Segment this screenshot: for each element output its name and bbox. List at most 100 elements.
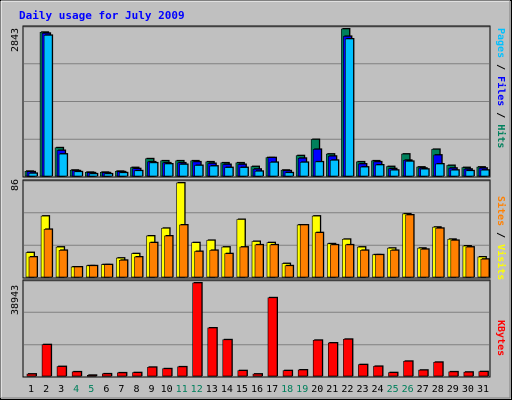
x-axis-label: 26: [402, 384, 414, 395]
sites-bar: [89, 266, 97, 277]
sites-bar: [135, 257, 143, 277]
pages-bar: [255, 171, 263, 176]
x-axis-label: 4: [73, 384, 79, 395]
middle-y-max-label: 86: [10, 179, 21, 191]
pages-bar: [360, 167, 368, 176]
pages-bar: [165, 164, 173, 176]
legend-text: Visits: [495, 244, 507, 280]
legend-text: KBytes: [495, 320, 506, 356]
sites-bar: [180, 225, 188, 277]
middle-panel-legend: Sites / Visits: [495, 196, 507, 280]
sites-bar: [74, 267, 82, 277]
sites-bar: [451, 240, 459, 277]
bottom-y-max-label: 38943: [10, 285, 21, 315]
sites-bar: [270, 245, 278, 277]
kbytes-bar: [313, 340, 322, 376]
x-axis-label: 27: [417, 384, 429, 395]
x-axis-label: 30: [462, 384, 474, 395]
kbytes-bar: [27, 374, 36, 376]
kbytes-bar: [283, 371, 292, 376]
pages-bar: [466, 171, 474, 176]
pages-bar: [270, 162, 278, 176]
kbytes-bar: [389, 373, 398, 376]
kbytes-panel: [23, 280, 490, 377]
kbytes-bar: [434, 362, 443, 376]
x-axis-label: 21: [326, 384, 338, 395]
kbytes-bar: [464, 372, 473, 376]
sites-bar: [315, 233, 323, 277]
chart-title: Daily usage for July 2009: [19, 9, 185, 22]
kbytes-bar: [343, 339, 352, 376]
x-axis-label: 3: [58, 384, 64, 395]
kbytes-bar: [238, 371, 247, 376]
top-y-max-label: 2843: [10, 28, 21, 52]
sites-bar: [436, 228, 444, 277]
x-axis-label: 10: [161, 384, 173, 395]
pages-bar: [406, 161, 414, 176]
x-axis-label: 23: [356, 384, 368, 395]
kbytes-bar: [328, 343, 337, 376]
pages-bar: [345, 39, 353, 176]
pages-bar: [150, 163, 158, 176]
pages-bar: [180, 165, 188, 177]
x-axis-label: 15: [236, 384, 248, 395]
pages-bar: [195, 166, 203, 177]
pages-bar: [59, 154, 67, 176]
kbytes-bar: [178, 367, 187, 376]
x-axis-label: 20: [311, 384, 323, 395]
x-axis-label: 8: [133, 384, 139, 395]
sites-bar: [104, 265, 112, 277]
kbytes-bar: [404, 361, 413, 376]
pages-bar: [330, 160, 338, 176]
x-axis-label: 18: [281, 384, 293, 395]
pages-bar: [285, 173, 293, 176]
pages-bar: [119, 173, 127, 176]
hits-files-pages-panel: [23, 26, 490, 177]
legend-text: Files: [495, 76, 507, 106]
pages-bar: [240, 168, 248, 176]
sites-bar: [391, 250, 399, 277]
legend-text: /: [495, 226, 506, 244]
legend-text: /: [495, 106, 506, 124]
bottom-plot-area: [23, 280, 490, 377]
pages-bar: [315, 162, 323, 176]
legend-text: Sites: [495, 196, 507, 226]
kbytes-bar: [419, 370, 428, 376]
kbytes-bar: [253, 374, 262, 376]
sites-bar: [466, 247, 474, 277]
kbytes-bar: [57, 367, 66, 376]
pages-bar: [135, 171, 143, 176]
kbytes-bar: [163, 369, 172, 376]
sites-bar: [225, 254, 233, 277]
kbytes-bar: [268, 298, 277, 376]
sites-bar: [119, 260, 127, 277]
x-axis-label: 9: [148, 384, 154, 395]
sites-bar: [165, 236, 173, 277]
visits-sites-panel: [23, 180, 490, 278]
sites-bar: [330, 245, 338, 277]
x-axis-label: 28: [432, 384, 444, 395]
sites-bar: [255, 245, 263, 277]
sites-bar: [360, 250, 368, 277]
pages-bar: [74, 172, 82, 176]
x-axis-label: 14: [221, 384, 233, 395]
kbytes-bar: [133, 373, 142, 376]
sites-bar: [376, 255, 384, 277]
kbytes-bar: [223, 340, 232, 376]
kbytes-bar: [298, 370, 307, 376]
sites-bar: [481, 259, 489, 277]
sites-bar: [59, 250, 67, 277]
x-axis-label: 25: [387, 384, 399, 395]
kbytes-bar: [374, 366, 383, 376]
bottom-panel-legend: KBytes: [495, 320, 506, 356]
sites-bar: [421, 249, 429, 277]
kbytes-bar: [479, 372, 488, 376]
x-axis-label: 1: [28, 384, 34, 395]
kbytes-bar: [208, 328, 217, 376]
x-axis-label: 12: [191, 384, 203, 395]
x-axis-label: 31: [477, 384, 489, 395]
kbytes-bar: [102, 374, 111, 376]
pages-bar: [436, 164, 444, 176]
